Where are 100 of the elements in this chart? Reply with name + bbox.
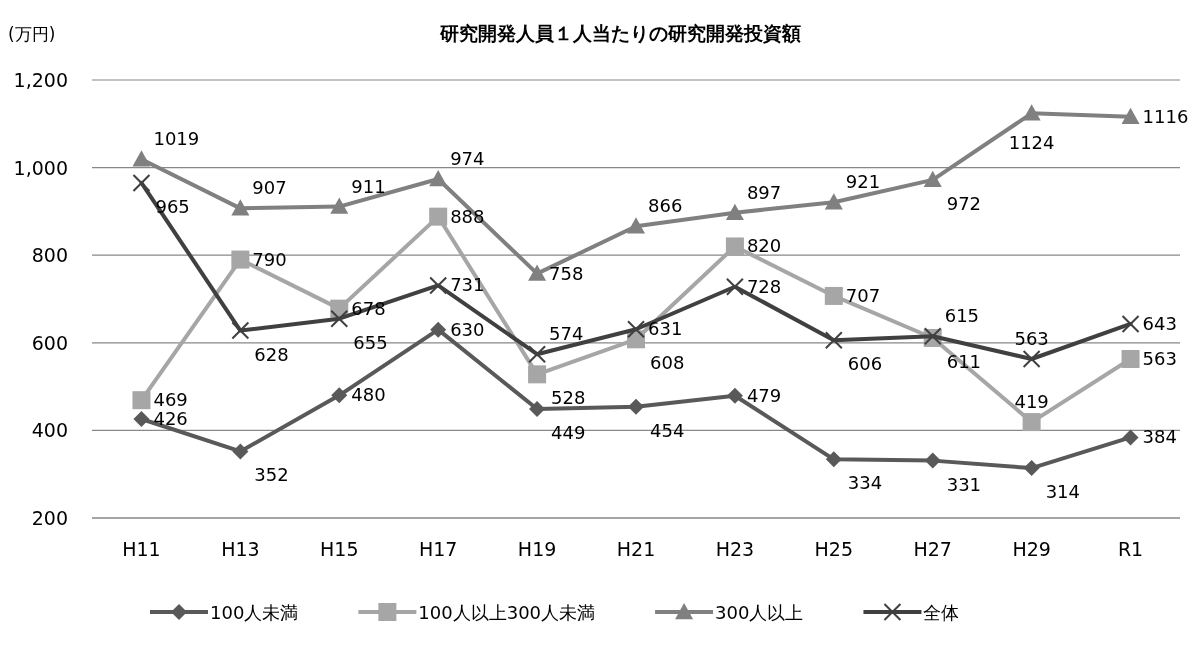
data-label: 790 xyxy=(252,248,287,270)
data-label: 479 xyxy=(746,384,782,406)
data-label: 419 xyxy=(1014,391,1049,413)
data-label: 655 xyxy=(353,331,388,353)
data-label: 528 xyxy=(551,387,586,409)
point xyxy=(529,400,546,417)
x-tick-label: H27 xyxy=(913,538,952,560)
data-label: 866 xyxy=(648,195,683,217)
data-label: 911 xyxy=(351,175,386,197)
point xyxy=(1121,314,1140,333)
y-tick-label: 200 xyxy=(31,507,68,529)
data-label: 907 xyxy=(252,177,287,199)
y-tick-label: 600 xyxy=(31,331,68,354)
data-label: 334 xyxy=(847,472,883,494)
legend-label: 300人以上 xyxy=(715,602,804,623)
point xyxy=(824,193,843,210)
data-label: 314 xyxy=(1045,481,1080,503)
point xyxy=(528,264,547,281)
data-label: 574 xyxy=(549,323,584,345)
x-tick-label: H13 xyxy=(221,538,260,560)
data-label: 449 xyxy=(551,421,586,443)
y-tick-label: 1,000 xyxy=(13,156,68,179)
point xyxy=(132,391,151,410)
data-label: 758 xyxy=(549,262,584,284)
data-label: 628 xyxy=(254,343,289,365)
data-label: 563 xyxy=(1014,328,1049,350)
point xyxy=(430,321,447,338)
point xyxy=(1023,460,1040,477)
data-label: 643 xyxy=(1142,312,1177,334)
x-tick-label: H25 xyxy=(814,538,854,560)
y-tick-label: 800 xyxy=(31,244,68,267)
data-label: 469 xyxy=(153,389,188,411)
data-label: 426 xyxy=(153,408,188,430)
x-tick-label: H23 xyxy=(715,538,755,560)
x-tick-label: H21 xyxy=(616,538,656,560)
point xyxy=(627,217,645,234)
data-label: 615 xyxy=(944,305,980,327)
point xyxy=(132,173,151,192)
point xyxy=(1022,413,1041,432)
point xyxy=(923,170,942,188)
point xyxy=(231,250,250,269)
point xyxy=(627,320,645,339)
data-label: 1124 xyxy=(1008,132,1055,154)
point xyxy=(331,387,348,404)
point xyxy=(1022,350,1041,369)
legend-label: 100人未満 xyxy=(210,602,299,623)
x-tick-label: R1 xyxy=(1117,538,1144,560)
data-label: 608 xyxy=(650,352,685,374)
data-label: 974 xyxy=(450,147,485,169)
data-label: 611 xyxy=(946,350,982,372)
point xyxy=(725,237,744,256)
chart-title: 研究開発人員１人当たりの研究開発投資額 xyxy=(438,22,801,44)
point xyxy=(429,169,448,187)
point xyxy=(1022,104,1041,121)
x-tick-label: H11 xyxy=(122,538,161,560)
data-label: 972 xyxy=(946,192,982,214)
data-label: 630 xyxy=(450,318,485,340)
point xyxy=(429,276,448,295)
point xyxy=(1122,429,1139,446)
x-tick-label: H29 xyxy=(1012,538,1051,560)
data-label: 731 xyxy=(450,274,485,296)
data-label: 384 xyxy=(1142,426,1177,448)
x-tick-label: H17 xyxy=(418,538,458,560)
data-label: 707 xyxy=(845,284,881,306)
data-label: 888 xyxy=(450,205,485,227)
data-label: 1019 xyxy=(153,128,200,150)
point xyxy=(824,331,843,350)
y-axis-title: (万円) xyxy=(8,24,56,44)
data-label: 728 xyxy=(746,275,782,297)
point xyxy=(132,150,151,167)
point xyxy=(231,321,250,340)
point xyxy=(628,398,644,415)
data-label: 454 xyxy=(650,419,685,441)
data-label: 606 xyxy=(847,353,883,375)
y-tick-label: 400 xyxy=(31,419,68,442)
x-tick-label: H15 xyxy=(320,538,359,560)
point xyxy=(330,197,349,214)
point xyxy=(924,452,941,469)
data-label: 897 xyxy=(746,181,782,203)
legend-label: 全体 xyxy=(923,602,960,623)
data-label: 1116 xyxy=(1142,105,1189,127)
point xyxy=(726,387,743,404)
data-label: 331 xyxy=(946,473,982,495)
data-label: 631 xyxy=(648,318,683,340)
data-label: 820 xyxy=(746,235,782,257)
data-label: 563 xyxy=(1142,348,1177,370)
point xyxy=(528,345,547,364)
point xyxy=(824,286,843,305)
y-tick-label: 1,200 xyxy=(13,69,68,91)
point xyxy=(1121,350,1140,369)
data-label: 921 xyxy=(845,171,881,193)
point xyxy=(825,451,842,468)
x-tick-label: H19 xyxy=(517,538,557,560)
point xyxy=(330,309,349,328)
legend-label: 100人以上300人未満 xyxy=(418,602,596,623)
point xyxy=(1121,107,1140,124)
point xyxy=(725,203,744,220)
point xyxy=(528,365,547,384)
point xyxy=(231,199,250,216)
data-label: 480 xyxy=(351,384,386,406)
